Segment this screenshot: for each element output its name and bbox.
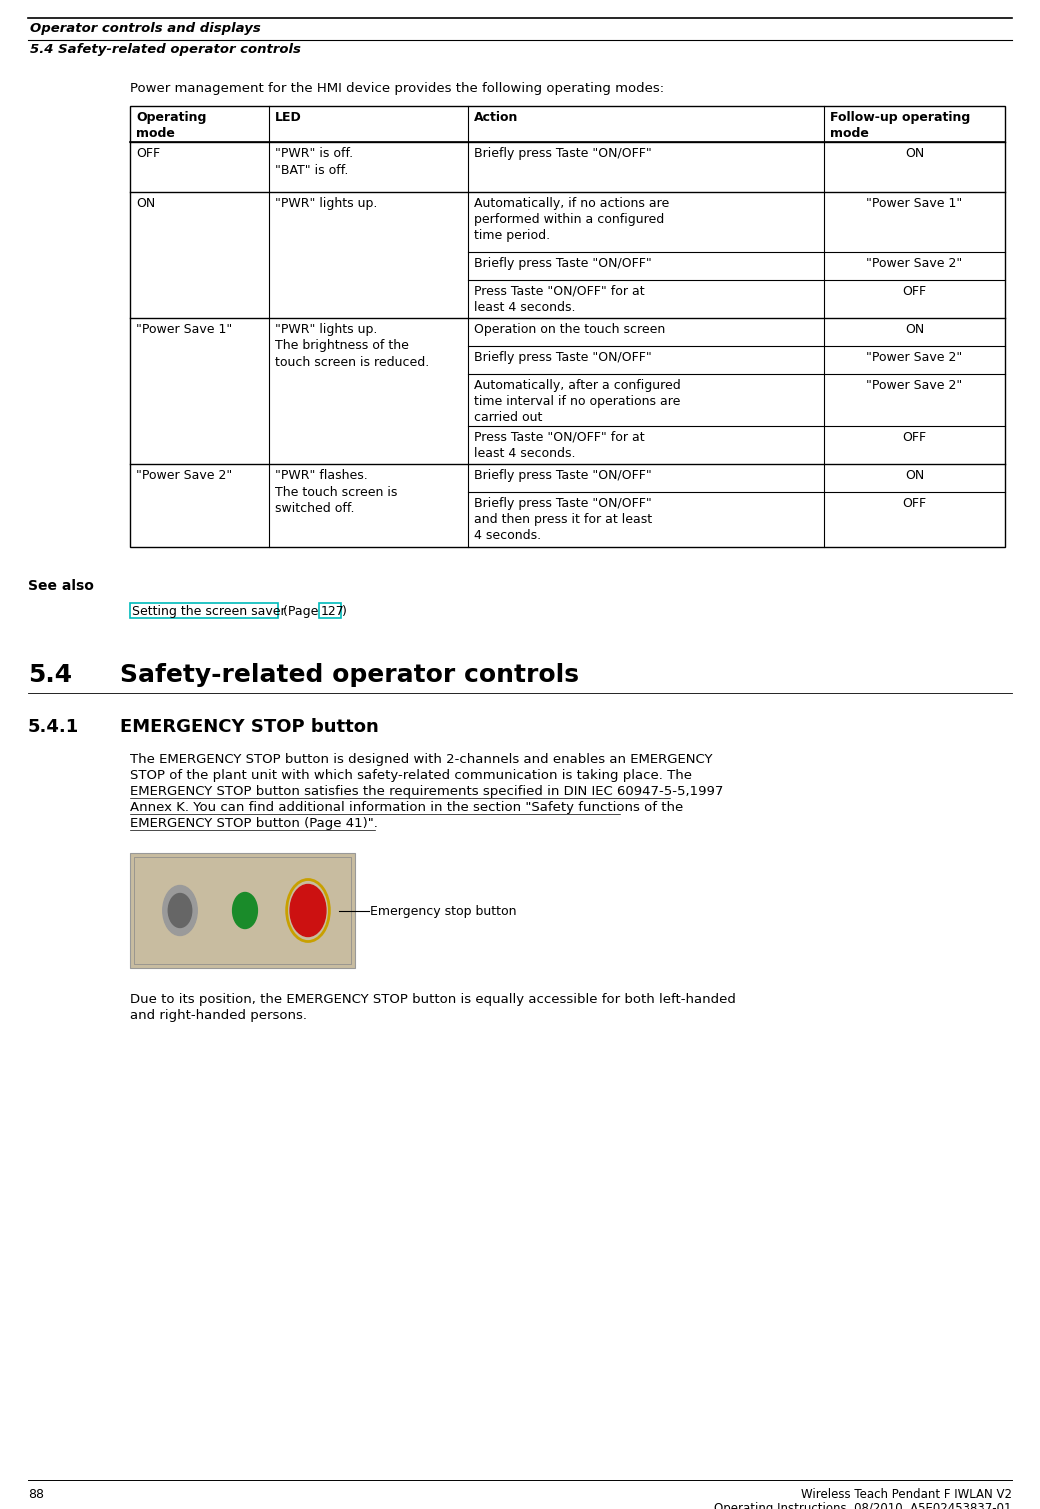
Text: Operating
mode: Operating mode — [136, 112, 206, 140]
Text: Power management for the HMI device provides the following operating modes:: Power management for the HMI device prov… — [130, 81, 665, 95]
Text: 5.4.1: 5.4.1 — [28, 718, 79, 736]
Text: Annex K. You can find additional information in the section "Safety functions of: Annex K. You can find additional informa… — [130, 801, 683, 813]
Text: Briefly press Taste "ON/OFF": Briefly press Taste "ON/OFF" — [474, 352, 652, 364]
Text: STOP of the plant unit with which safety-related communication is taking place. : STOP of the plant unit with which safety… — [130, 770, 692, 782]
Text: Press Taste "ON/OFF" for at
least 4 seconds.: Press Taste "ON/OFF" for at least 4 seco… — [474, 432, 645, 460]
Bar — [130, 853, 355, 967]
Text: "Power Save 2": "Power Save 2" — [136, 469, 232, 481]
Text: Briefly press Taste "ON/OFF": Briefly press Taste "ON/OFF" — [474, 257, 652, 270]
Text: Automatically, if no actions are
performed within a configured
time period.: Automatically, if no actions are perform… — [474, 198, 669, 241]
Text: 88: 88 — [28, 1488, 44, 1501]
Text: 127: 127 — [321, 605, 344, 619]
Text: 5.4: 5.4 — [28, 662, 72, 687]
Text: EMERGENCY STOP button satisfies the requirements specified in DIN IEC 60947-5-5,: EMERGENCY STOP button satisfies the requ… — [130, 785, 724, 798]
Text: Setting the screen saver: Setting the screen saver — [132, 605, 286, 619]
Bar — [130, 106, 1005, 546]
Text: Automatically, after a configured
time interval if no operations are
carried out: Automatically, after a configured time i… — [474, 379, 681, 424]
Bar — [130, 604, 278, 619]
Text: OFF: OFF — [136, 146, 160, 160]
Text: "Power Save 2": "Power Save 2" — [866, 379, 963, 392]
Text: "PWR" is off.
"BAT" is off.: "PWR" is off. "BAT" is off. — [275, 146, 353, 177]
Text: ON: ON — [905, 146, 925, 160]
Text: Briefly press Taste "ON/OFF"
and then press it for at least
4 seconds.: Briefly press Taste "ON/OFF" and then pr… — [474, 496, 652, 542]
Text: The EMERGENCY STOP button is designed with 2-channels and enables an EMERGENCY: The EMERGENCY STOP button is designed wi… — [130, 753, 712, 767]
Text: Briefly press Taste "ON/OFF": Briefly press Taste "ON/OFF" — [474, 469, 652, 481]
Bar — [134, 857, 352, 964]
Text: OFF: OFF — [903, 496, 927, 510]
Text: 5.4 Safety-related operator controls: 5.4 Safety-related operator controls — [30, 42, 301, 56]
Text: Briefly press Taste "ON/OFF": Briefly press Taste "ON/OFF" — [474, 146, 652, 160]
Text: and right-handed persons.: and right-handed persons. — [130, 1010, 307, 1022]
Text: "Power Save 2": "Power Save 2" — [866, 257, 963, 270]
Text: "Power Save 2": "Power Save 2" — [866, 352, 963, 364]
Text: ON: ON — [136, 198, 155, 210]
Text: Operating Instructions, 08/2010, A5E02453837-01: Operating Instructions, 08/2010, A5E0245… — [714, 1501, 1012, 1509]
Circle shape — [233, 892, 258, 928]
Bar — [319, 604, 341, 619]
Text: OFF: OFF — [903, 432, 927, 444]
Circle shape — [290, 884, 326, 937]
Text: "PWR" flashes.
The touch screen is
switched off.: "PWR" flashes. The touch screen is switc… — [275, 469, 397, 515]
Text: "Power Save 1": "Power Save 1" — [866, 198, 963, 210]
Text: EMERGENCY STOP button (Page 41)".: EMERGENCY STOP button (Page 41)". — [130, 816, 378, 830]
Text: ON: ON — [905, 323, 925, 337]
Text: Emergency stop button: Emergency stop button — [370, 904, 517, 917]
Text: "PWR" lights up.: "PWR" lights up. — [275, 198, 378, 210]
Text: Operation on the touch screen: Operation on the touch screen — [474, 323, 666, 337]
Text: Operator controls and displays: Operator controls and displays — [30, 23, 261, 35]
Text: "PWR" lights up.
The brightness of the
touch screen is reduced.: "PWR" lights up. The brightness of the t… — [275, 323, 430, 370]
Text: ON: ON — [905, 469, 925, 481]
Text: LED: LED — [275, 112, 302, 124]
Text: Wireless Teach Pendant F IWLAN V2: Wireless Teach Pendant F IWLAN V2 — [801, 1488, 1012, 1501]
Text: OFF: OFF — [903, 285, 927, 297]
Text: Due to its position, the EMERGENCY STOP button is equally accessible for both le: Due to its position, the EMERGENCY STOP … — [130, 993, 736, 1007]
Text: EMERGENCY STOP button: EMERGENCY STOP button — [120, 718, 379, 736]
Circle shape — [163, 886, 198, 936]
Text: Safety-related operator controls: Safety-related operator controls — [120, 662, 579, 687]
Text: Follow-up operating
mode: Follow-up operating mode — [830, 112, 970, 140]
Text: Action: Action — [474, 112, 518, 124]
Text: See also: See also — [28, 579, 94, 593]
Text: ): ) — [342, 605, 347, 619]
Circle shape — [168, 893, 191, 928]
Text: Press Taste "ON/OFF" for at
least 4 seconds.: Press Taste "ON/OFF" for at least 4 seco… — [474, 285, 645, 314]
Text: (Page: (Page — [279, 605, 322, 619]
Text: "Power Save 1": "Power Save 1" — [136, 323, 232, 337]
